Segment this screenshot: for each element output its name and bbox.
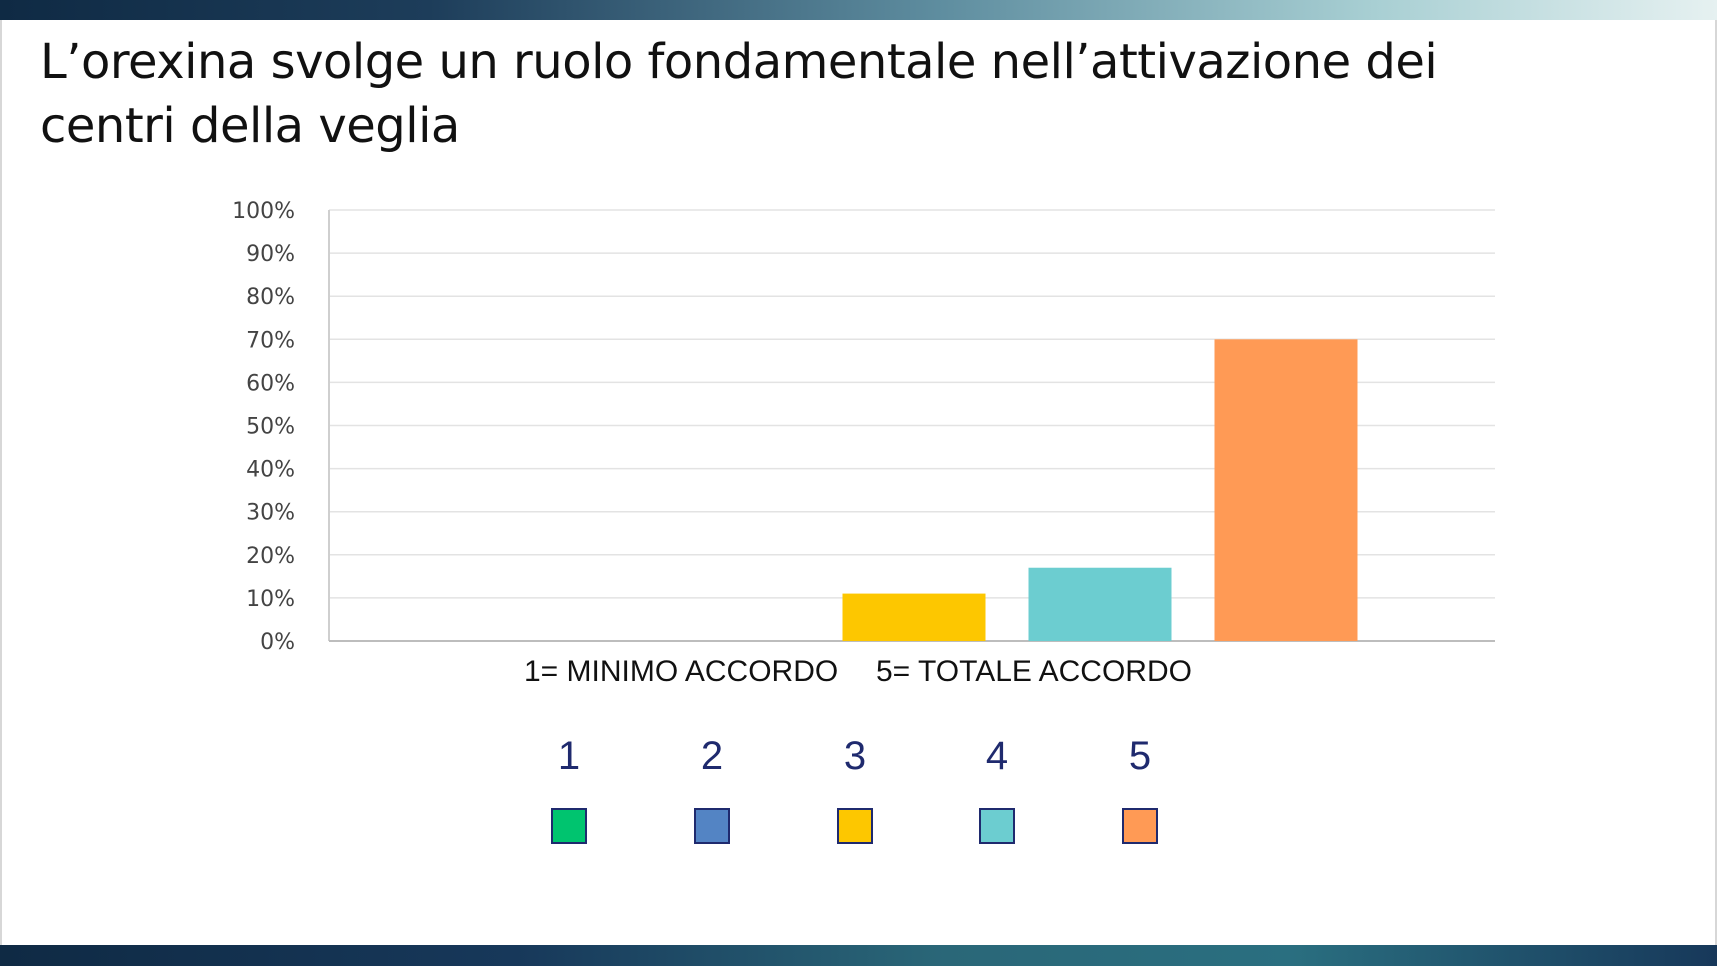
top-decorative-band	[0, 0, 1717, 20]
slide-border-right	[1715, 20, 1717, 945]
y-tick-label: 100%	[232, 199, 295, 224]
slide-title: L’orexina svolge un ruolo fondamentale n…	[40, 34, 1438, 154]
y-tick-label: 0%	[260, 630, 295, 655]
y-tick-label: 30%	[246, 501, 295, 526]
bar-3	[842, 593, 986, 641]
y-tick-label: 90%	[246, 242, 295, 267]
y-tick-label: 10%	[246, 587, 295, 612]
axis-note-total: 5= TOTALE ACCORDO	[876, 655, 1192, 688]
y-tick-label: 50%	[246, 415, 295, 440]
y-tick-label: 60%	[246, 371, 295, 396]
bar-4	[1028, 567, 1172, 641]
y-tick-label: 80%	[246, 285, 295, 310]
bottom-decorative-band	[0, 945, 1717, 966]
slide-border-left	[0, 20, 2, 945]
y-tick-label: 70%	[246, 328, 295, 353]
axis-note-minimum: 1= MINIMO ACCORDO	[524, 655, 839, 688]
y-tick-label: 40%	[246, 458, 295, 483]
y-tick-label: 20%	[246, 544, 295, 569]
bar-5	[1214, 339, 1358, 641]
